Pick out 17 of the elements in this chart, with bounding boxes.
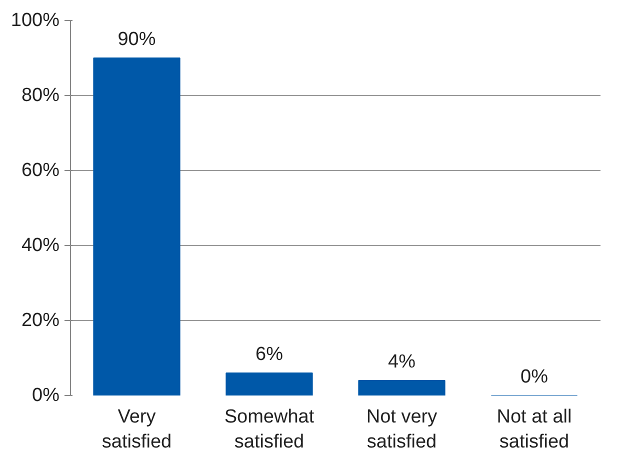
y-tick-label: 40% — [21, 235, 60, 256]
bar — [358, 380, 446, 396]
bar — [226, 372, 313, 396]
x-tick-label: Somewhat satisfied — [224, 406, 315, 453]
y-tick-label: 0% — [32, 385, 60, 406]
x-tick-label: Very satisfied — [102, 406, 172, 453]
x-tick-label: Not at all satisfied — [496, 406, 572, 453]
y-tick-label: 60% — [21, 160, 60, 181]
x-tick-label: Not very satisfied — [366, 406, 438, 453]
y-tick-label: 80% — [21, 85, 60, 106]
data-label: 4% — [388, 352, 416, 372]
bar — [93, 58, 180, 396]
data-label: 0% — [520, 366, 548, 388]
y-tick-label: 100% — [10, 10, 60, 31]
data-label: 90% — [118, 29, 156, 50]
data-label: 6% — [256, 344, 284, 365]
y-tick-label: 20% — [21, 310, 60, 331]
